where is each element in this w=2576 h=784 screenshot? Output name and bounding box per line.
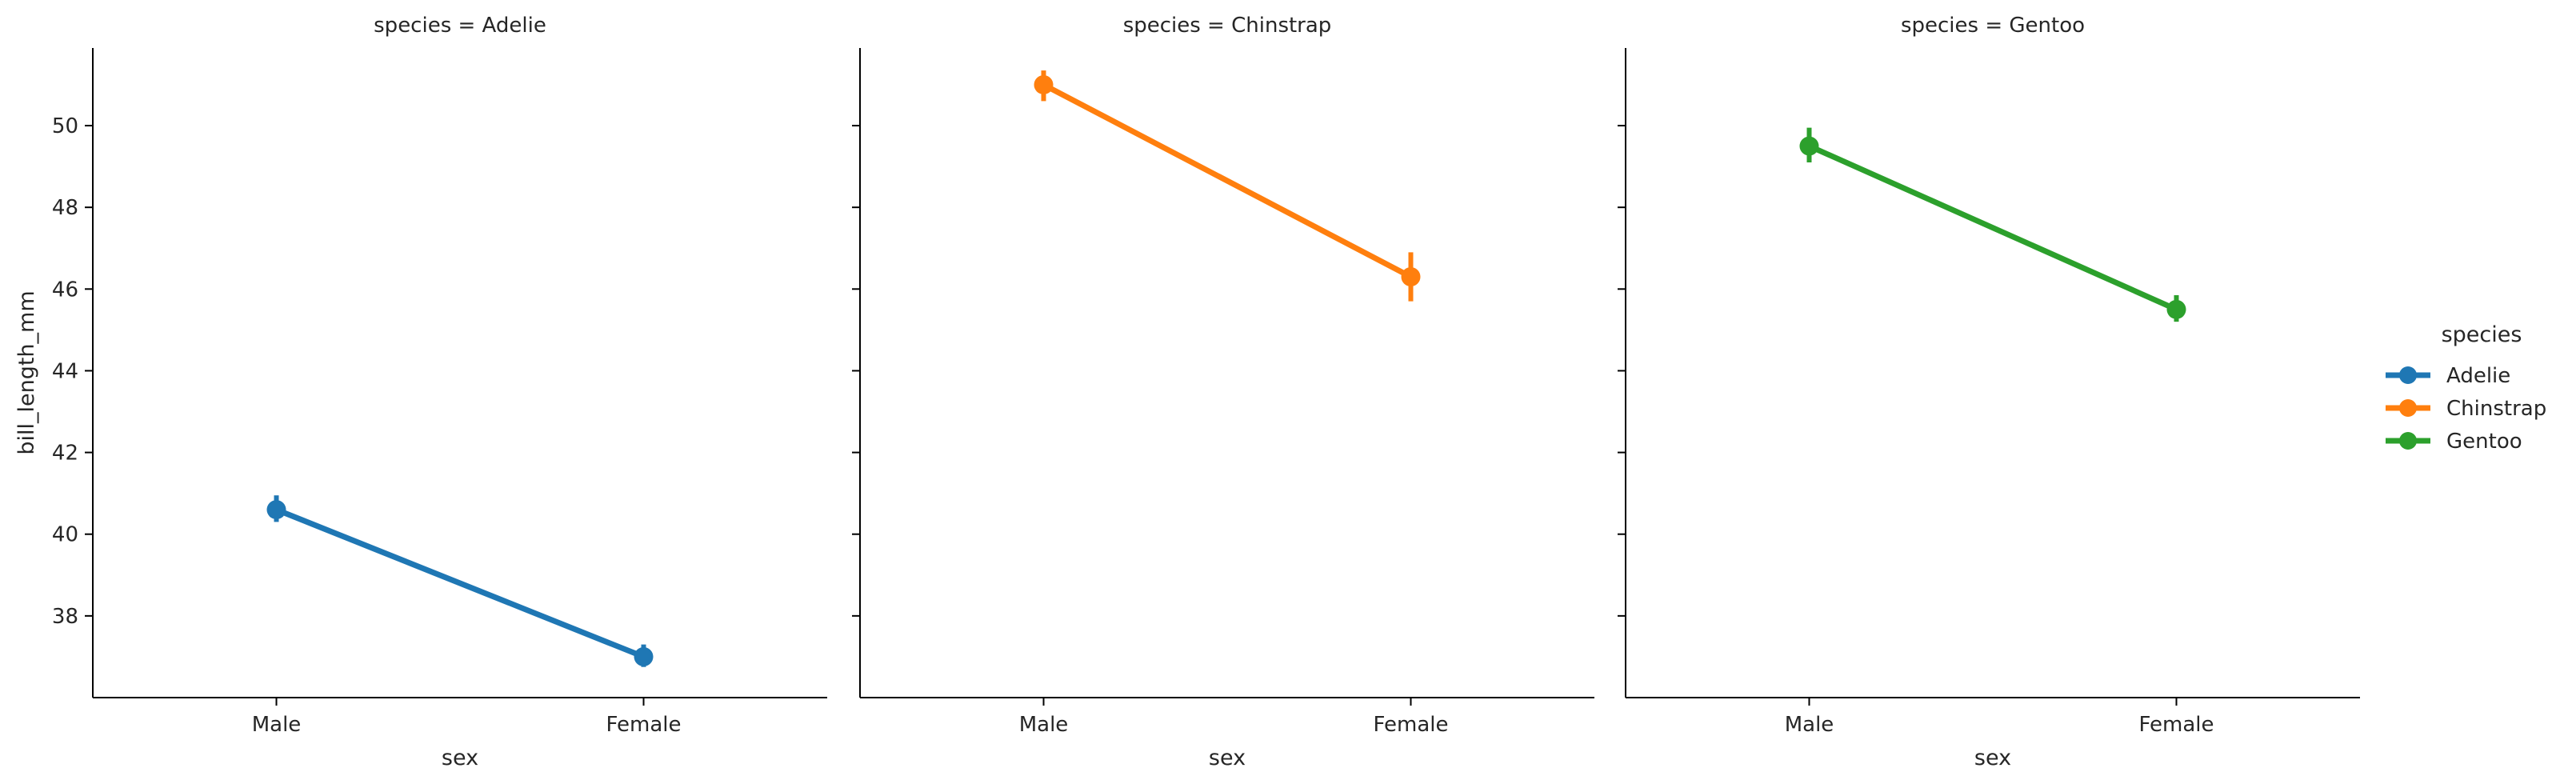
facet-title: species = Adelie (374, 14, 546, 38)
data-point (1799, 136, 1819, 156)
x-axis-label: sex (442, 746, 478, 770)
legend-title: species (2442, 322, 2522, 347)
x-axis-label: sex (1974, 746, 2011, 770)
y-tick-label: 40 (52, 523, 78, 547)
legend-label: Chinstrap (2446, 397, 2546, 421)
facet-panel-gentoo: species = Gentoo Male Female sex (1618, 14, 2360, 770)
x-axis-label: sex (1209, 746, 1246, 770)
facet-title: species = Chinstrap (1123, 14, 1332, 38)
legend-swatch-marker (2399, 399, 2417, 417)
facet-title: species = Gentoo (1901, 14, 2085, 38)
series-line-gentoo (1806, 143, 2179, 313)
data-point (2166, 299, 2186, 319)
series-line-adelie (274, 506, 646, 660)
y-tick-label: 44 (52, 359, 78, 383)
legend: species Adelie Chinstrap Gentoo (2386, 322, 2546, 454)
legend-label: Gentoo (2446, 430, 2522, 454)
x-tick-label: Male (1019, 713, 1069, 737)
series-line-chinstrap (1041, 82, 1414, 280)
x-tick-label: Female (2138, 713, 2214, 737)
x-tick-label: Female (606, 713, 681, 737)
data-point (634, 646, 654, 666)
facet-panel-adelie: species = Adelie 38 40 42 44 46 48 50 Male Female… (52, 14, 827, 770)
y-tick-label: 48 (52, 196, 78, 220)
data-point (1034, 74, 1054, 94)
y-tick-label: 46 (52, 278, 78, 302)
legend-label: Adelie (2446, 364, 2510, 388)
y-tick-label: 42 (52, 442, 78, 466)
x-tick-label: Male (1785, 713, 1834, 737)
data-point (1401, 266, 1421, 286)
legend-swatch-marker (2399, 366, 2417, 384)
legend-swatch-marker (2399, 432, 2417, 450)
x-tick-label: Male (252, 713, 302, 737)
y-tick-label: 38 (52, 605, 78, 629)
facet-panel-chinstrap: species = Chinstrap Male Female sex (852, 14, 1594, 770)
y-axis-label: bill_length_mm (14, 290, 39, 454)
data-point (266, 500, 286, 520)
x-tick-label: Female (1373, 713, 1448, 737)
y-tick-label: 50 (52, 114, 78, 138)
